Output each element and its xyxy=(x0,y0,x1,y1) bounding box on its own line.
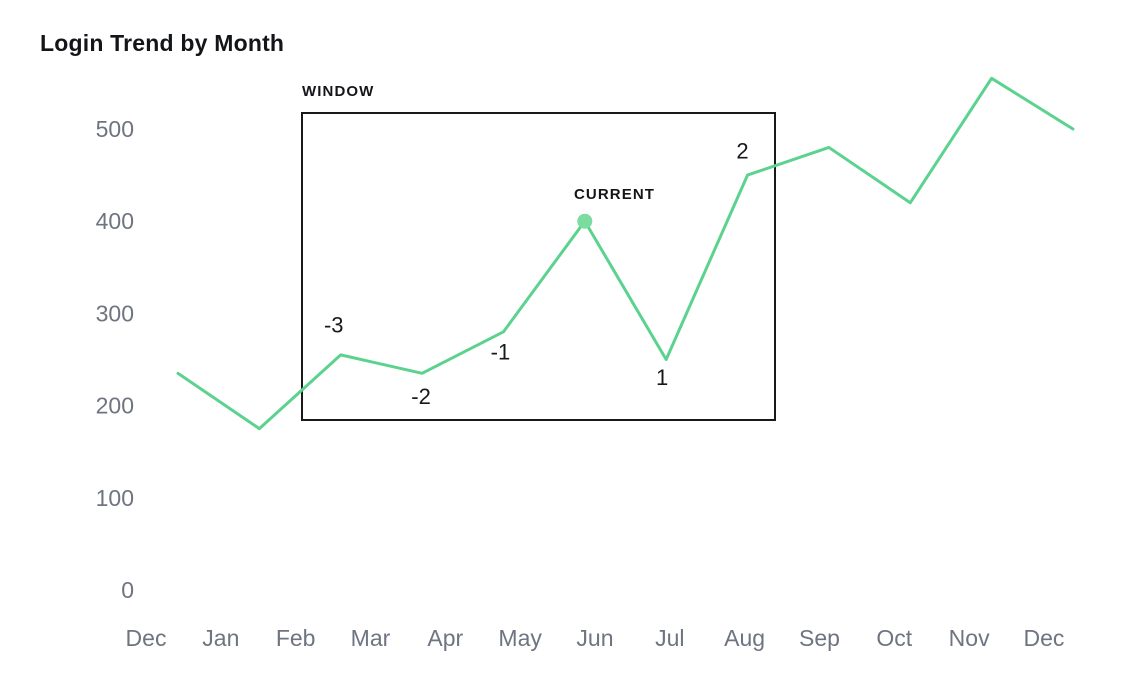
chart-title: Login Trend by Month xyxy=(40,30,285,56)
x-axis-tick-label: Aug xyxy=(724,625,765,651)
x-axis-tick-label: Dec xyxy=(1024,625,1065,651)
window-offset-label: -3 xyxy=(324,312,344,337)
y-axis-tick-label: 400 xyxy=(96,208,134,234)
window-offset-label: -1 xyxy=(491,339,511,364)
x-axis-tick-label: Feb xyxy=(276,625,316,651)
y-axis-tick-label: 0 xyxy=(121,577,134,603)
x-axis-tick-label: May xyxy=(498,625,542,651)
x-axis-tick-label: Nov xyxy=(949,625,990,651)
trend-line xyxy=(176,76,1075,431)
y-axis-tick-label: 500 xyxy=(96,116,134,142)
x-axis-tick-label: Jan xyxy=(202,625,239,651)
x-axis-tick-label: Jul xyxy=(655,625,684,651)
y-axis-tick-label: 300 xyxy=(96,300,134,326)
current-annotation-label: CURRENT xyxy=(574,186,656,203)
window-offset-label: -2 xyxy=(411,384,431,409)
x-axis-tick-label: Jun xyxy=(576,625,613,651)
x-axis-tick-label: Oct xyxy=(876,625,912,651)
x-axis-tick-label: Apr xyxy=(427,625,463,651)
window-box xyxy=(301,112,776,421)
current-point-marker xyxy=(577,213,593,229)
x-axis-tick-label: Dec xyxy=(126,625,167,651)
window-offset-label: 1 xyxy=(656,365,668,390)
x-axis-tick-label: Sep xyxy=(799,625,840,651)
y-axis-tick-label: 200 xyxy=(96,393,134,419)
x-axis-tick-label: Mar xyxy=(351,625,391,651)
window-annotation-label: WINDOW xyxy=(302,83,375,100)
window-offset-label: 2 xyxy=(736,139,748,164)
y-axis-tick-label: 100 xyxy=(96,485,134,511)
